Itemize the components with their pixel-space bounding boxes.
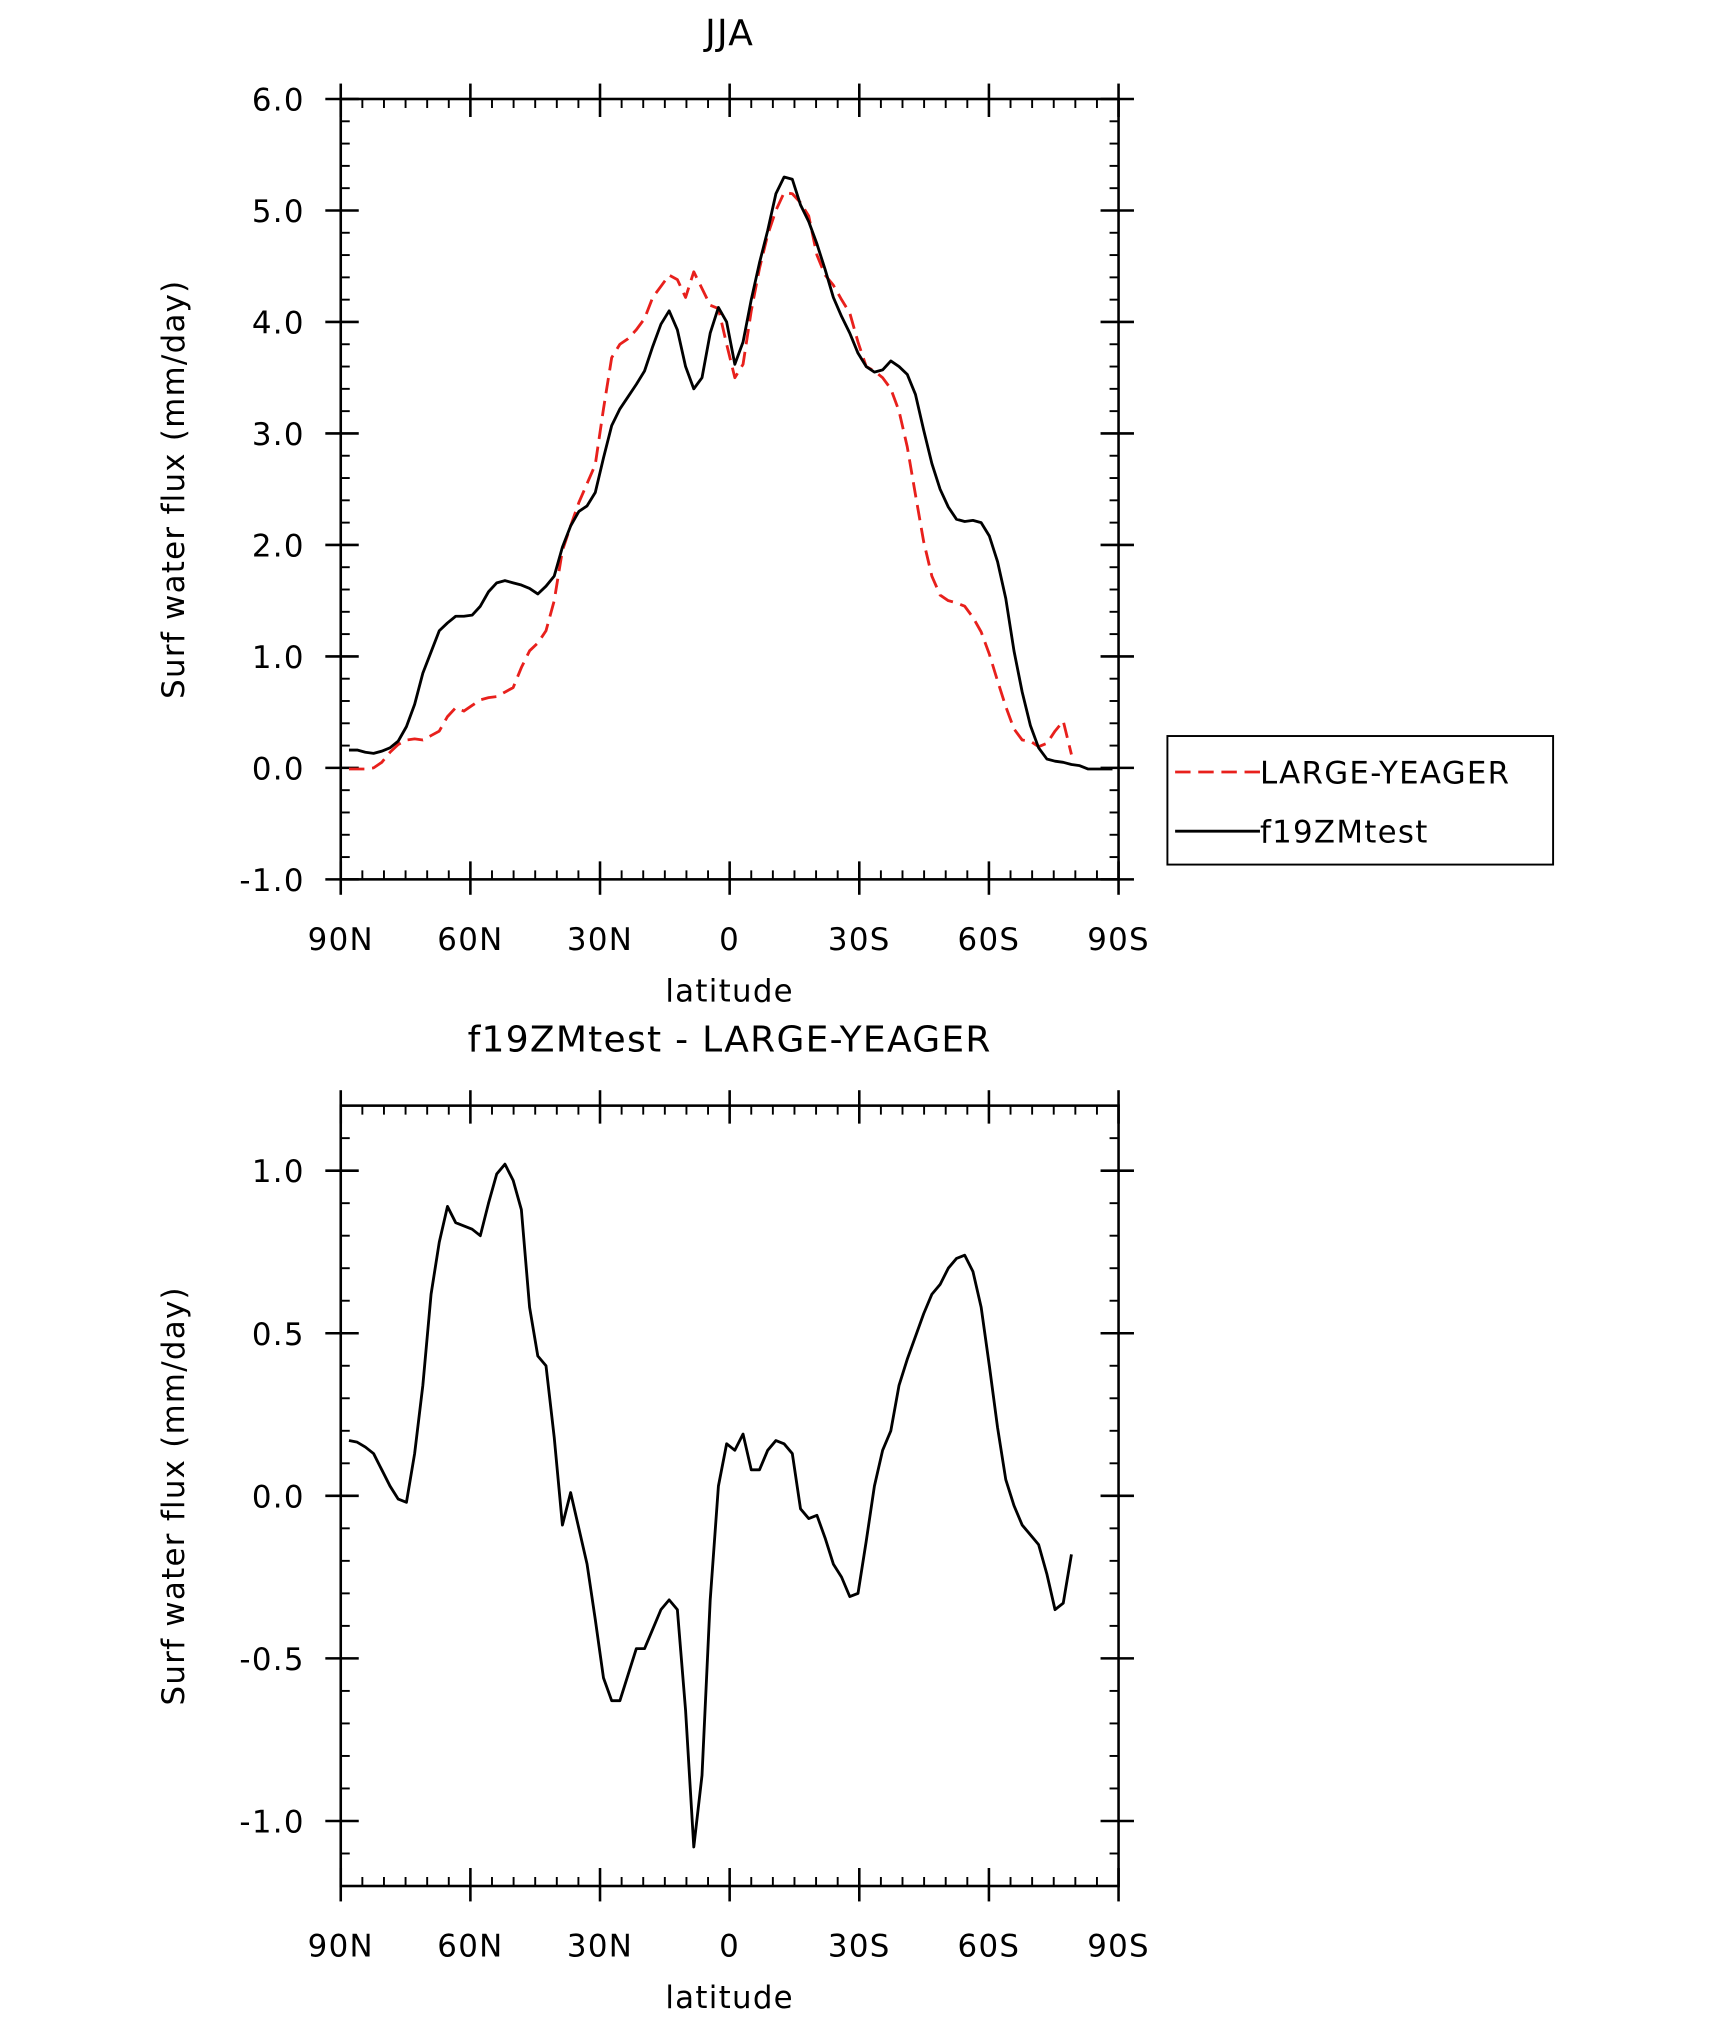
series-line [348, 1162, 1073, 1849]
x-tick-label: 0 [719, 922, 740, 958]
y-tick-label: 1.0 [252, 1154, 305, 1190]
x-tick-label: 60N [437, 922, 503, 958]
y-tick-label: 0.5 [252, 1317, 305, 1353]
y-tick-label: 4.0 [252, 306, 305, 342]
x-tick-label: 30N [567, 1929, 633, 1965]
x-tick-label: 60S [958, 1929, 1021, 1965]
x-tick-label: 30N [567, 922, 633, 958]
y-tick-label: 5.0 [252, 194, 305, 230]
y-tick-label: -1.0 [239, 863, 304, 899]
x-tick-label: 0 [719, 1929, 740, 1965]
chart-title: f19ZMtest - LARGE-YEAGER [468, 1020, 992, 1061]
y-tick-label: 0.0 [252, 1479, 305, 1515]
x-axis-label: latitude [665, 974, 794, 1010]
series-line [348, 175, 1113, 771]
y-tick-label: 6.0 [252, 83, 305, 119]
x-tick-label: 30S [828, 922, 891, 958]
x-tick-label: 60S [958, 922, 1021, 958]
series-line [348, 191, 1073, 771]
y-tick-label: -0.5 [239, 1642, 304, 1678]
x-tick-label: 90S [1087, 922, 1150, 958]
x-axis-label: latitude [665, 1980, 794, 2016]
y-axis-label: Surf water flux (mm/day) [156, 1286, 192, 1705]
x-tick-label: 90N [308, 922, 374, 958]
x-tick-label: 90S [1087, 1929, 1150, 1965]
y-tick-label: 1.0 [252, 640, 305, 676]
plot-frame [339, 1104, 1120, 1888]
x-tick-label: 90N [308, 1929, 374, 1965]
chart-title: JJA [703, 13, 754, 54]
x-tick-label: 60N [437, 1929, 503, 1965]
y-tick-label: 2.0 [252, 528, 305, 564]
y-tick-label: 0.0 [252, 751, 305, 787]
legend-label: f19ZMtest [1260, 815, 1429, 851]
legend-label: LARGE-YEAGER [1260, 756, 1510, 792]
legend-box [1166, 735, 1555, 866]
y-axis-label: Surf water flux (mm/day) [156, 280, 192, 699]
plot-frame [339, 97, 1120, 881]
x-tick-label: 30S [828, 1929, 891, 1965]
y-tick-label: 3.0 [252, 417, 305, 453]
y-tick-label: -1.0 [239, 1805, 304, 1841]
